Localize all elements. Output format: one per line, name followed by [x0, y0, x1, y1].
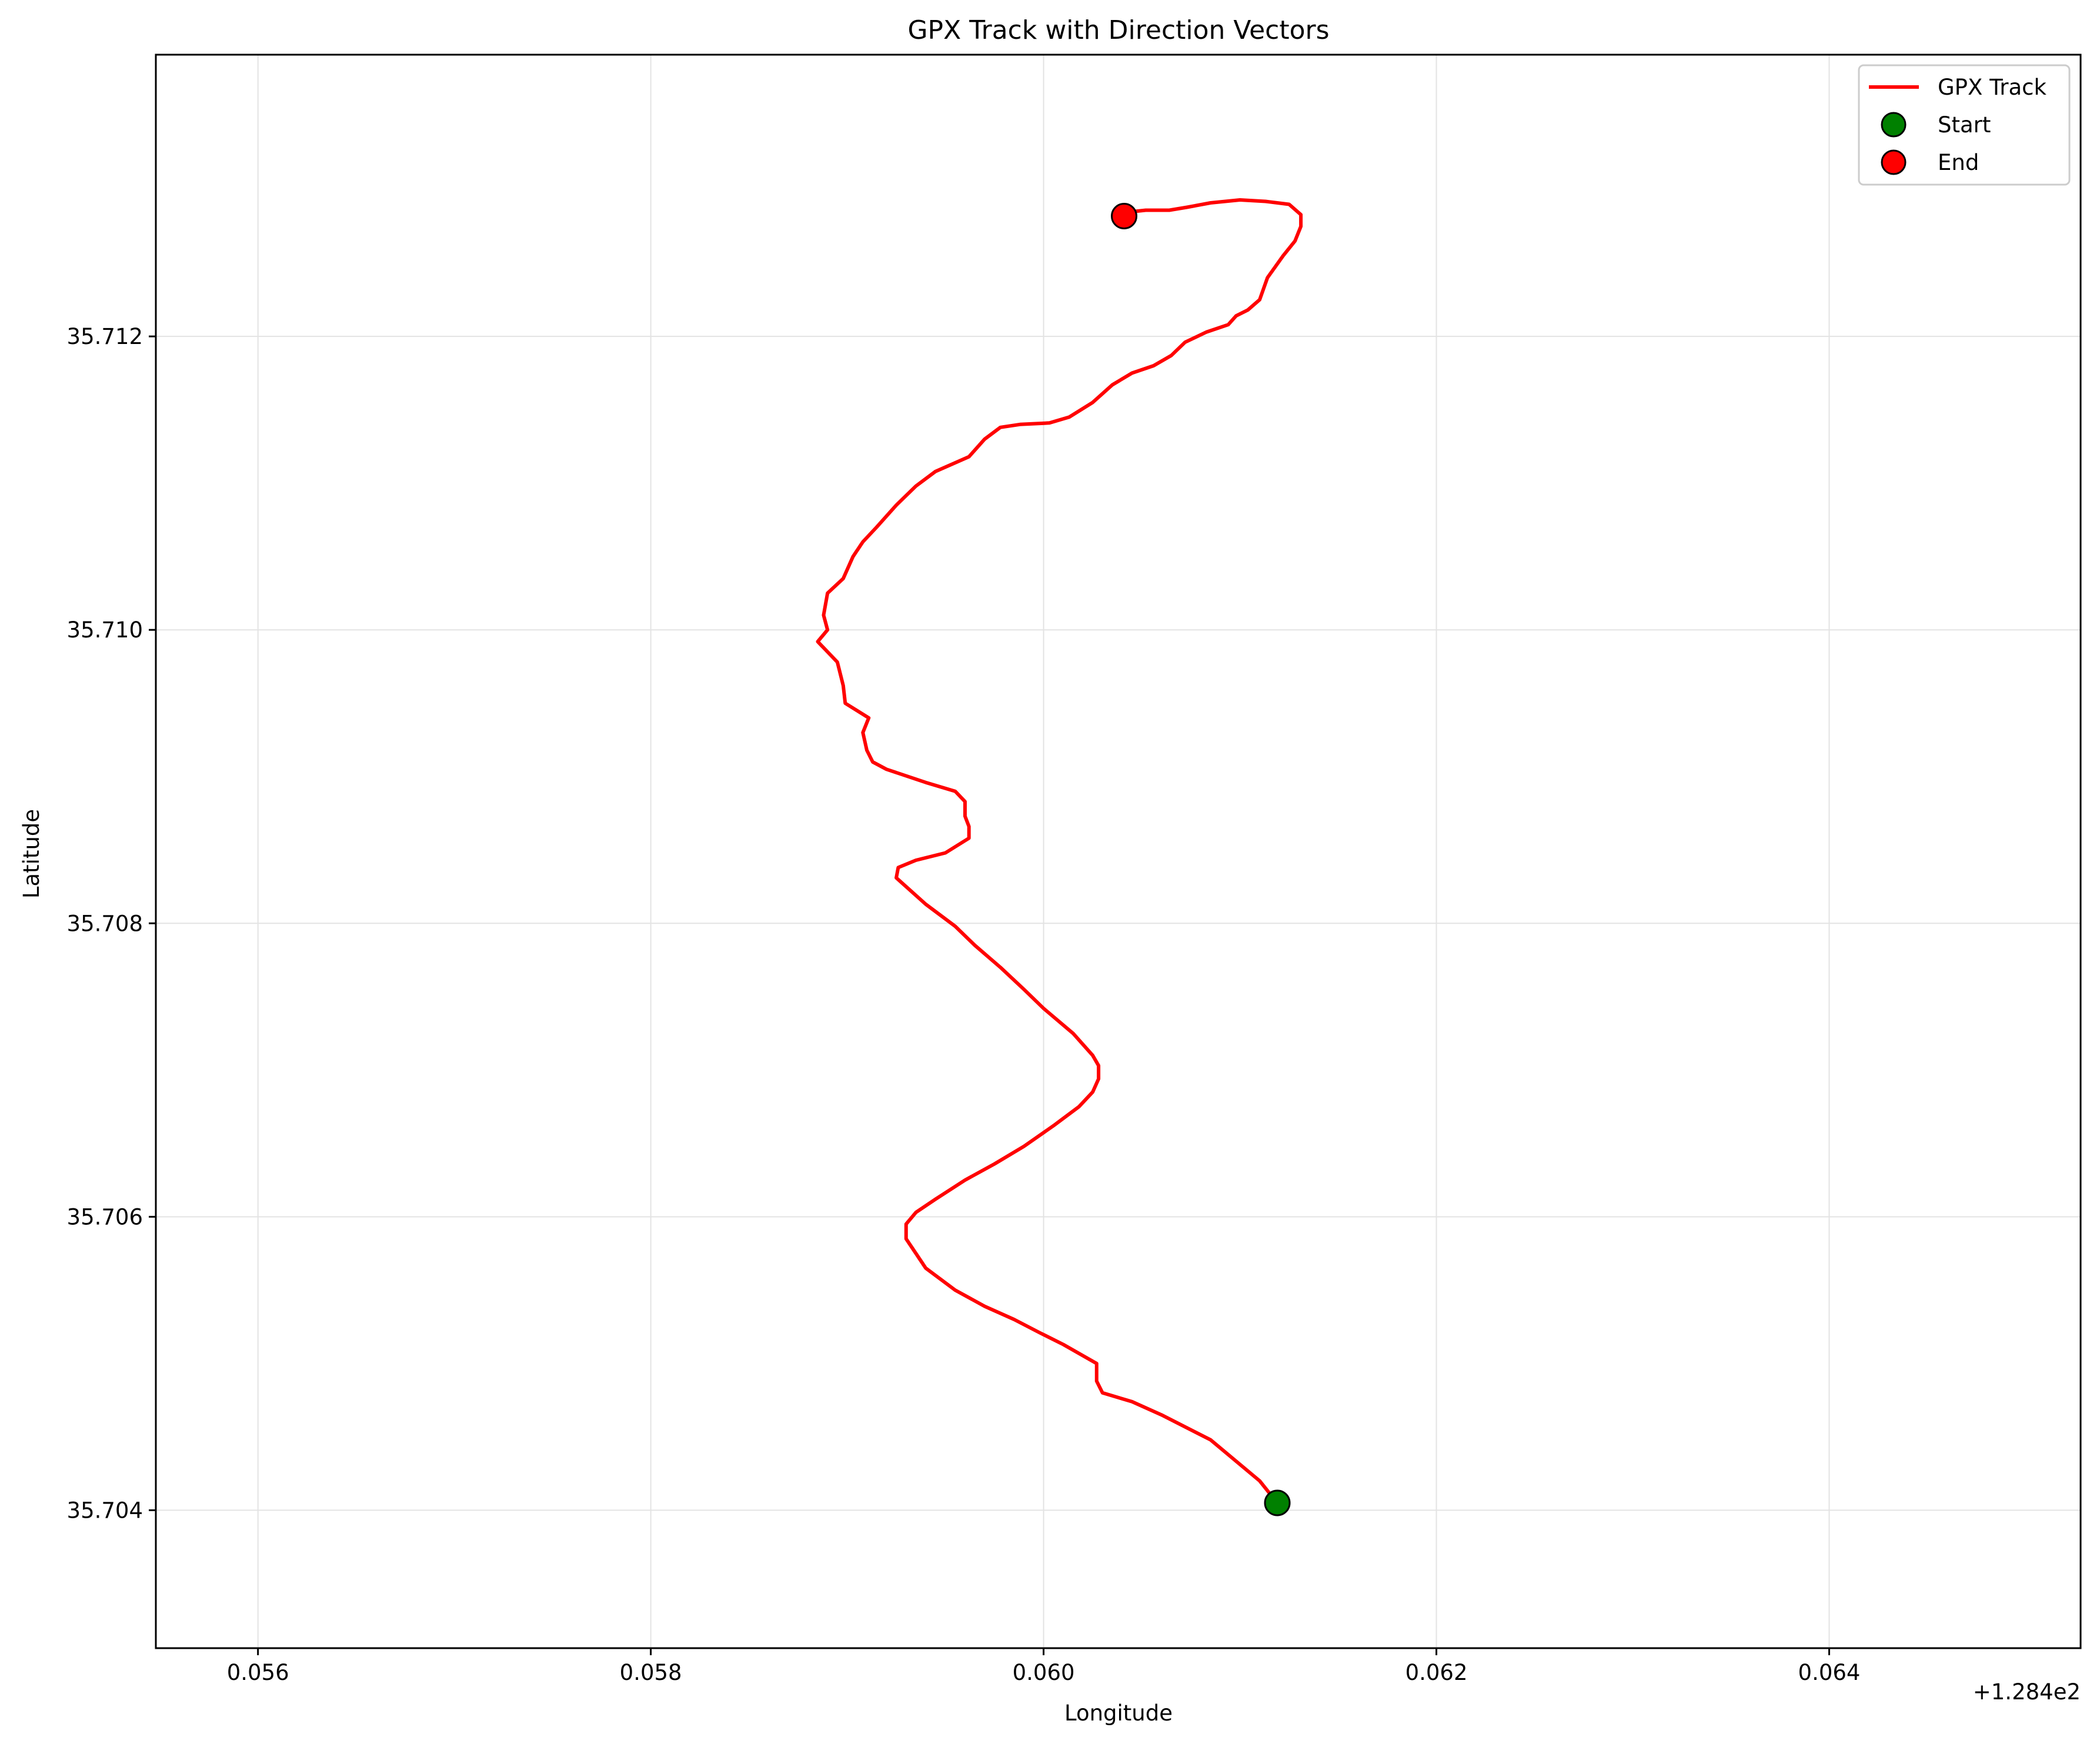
legend-end-swatch — [1881, 149, 1907, 175]
legend-label-track: GPX Track — [1938, 75, 2046, 100]
y-tick-label: 35.708 — [67, 911, 143, 936]
chart-title: GPX Track with Direction Vectors — [907, 15, 1329, 45]
gpx-track-line — [816, 198, 1303, 1505]
y-tick-label: 35.706 — [67, 1204, 143, 1230]
start-marker — [1264, 1489, 1291, 1516]
x-axis-label: Longitude — [1064, 1700, 1173, 1726]
x-tick-label: 0.064 — [1798, 1660, 1861, 1685]
x-axis-ticks: 0.056 0.058 0.060 0.062 0.064 — [227, 1648, 1861, 1685]
plot-area — [156, 55, 2081, 1648]
legend: GPX Track Start End — [1858, 64, 2071, 186]
x-tick-label: 0.058 — [620, 1660, 682, 1685]
plot-frame — [155, 54, 2082, 1649]
y-tick-label: 35.712 — [67, 324, 143, 349]
track-layer — [816, 198, 1303, 1505]
legend-box — [1858, 64, 2071, 186]
x-tick-label: 0.062 — [1405, 1660, 1468, 1685]
legend-label-start: Start — [1938, 112, 1991, 138]
legend-start-swatch — [1881, 112, 1907, 138]
y-tick-label: 35.710 — [67, 617, 143, 643]
x-tick-label: 0.056 — [227, 1660, 289, 1685]
marker-layer — [1111, 202, 1291, 1516]
x-tick-label: 0.060 — [1013, 1660, 1075, 1685]
y-tick-label: 35.704 — [67, 1498, 143, 1523]
legend-label-end: End — [1938, 150, 1979, 175]
end-marker — [1111, 202, 1138, 229]
y-axis-label: Latitude — [19, 809, 44, 898]
x-axis-offset-label: +1.284e2 — [1973, 1679, 2081, 1705]
grid — [156, 55, 2081, 1648]
y-axis-ticks: 35.704 35.706 35.708 35.710 35.712 — [67, 324, 156, 1523]
